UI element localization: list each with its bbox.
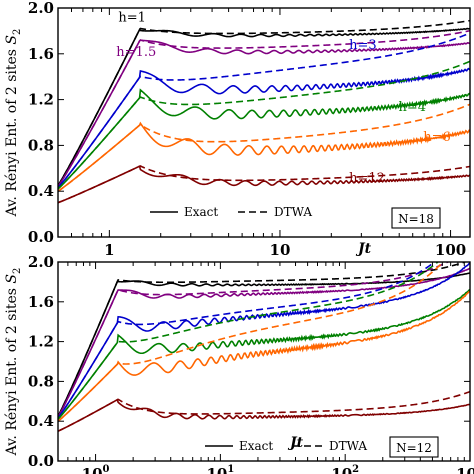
chart-panel-bottom: 0.00.40.81.21.62.0100101102103JtAv. Rény… — [4, 253, 474, 474]
x-tick-exponent: 0 — [103, 464, 110, 474]
y-tick-label: 1.2 — [28, 91, 54, 109]
series-line-dtwa-h4 — [58, 262, 440, 420]
legend-exact-label: Exact — [184, 205, 218, 219]
x-tick-exponent: 1 — [227, 464, 234, 474]
y-tick-label: 0.0 — [28, 452, 54, 470]
plot-frame — [57, 7, 471, 238]
series-line-dtwa-h3 — [58, 262, 436, 419]
x-tick-label: 10 — [270, 241, 291, 259]
x-axis-label: Jt — [287, 435, 304, 451]
x-tick-label: 103 — [456, 464, 474, 474]
series-line-exact-h15 — [58, 39, 470, 188]
series-line-dtwa-h6 — [58, 262, 445, 422]
x-tick-exponent: 2 — [352, 464, 359, 474]
y-tick-label: 0.8 — [28, 136, 54, 154]
system-size-frame — [389, 436, 439, 458]
system-size-label: N=18 — [398, 212, 434, 226]
y-tick-label: 0.8 — [28, 372, 54, 390]
series-line-dtwa-h15 — [58, 262, 450, 418]
series-line-dtwa-h4 — [58, 60, 470, 190]
x-tick-label: 1 — [104, 241, 114, 259]
plot-area — [58, 262, 470, 432]
y-tick-label: 0.4 — [28, 182, 54, 200]
plot-area — [58, 19, 470, 204]
y-tick-label: 2.0 — [28, 253, 54, 271]
legend-dtwa-label: DTWA — [329, 439, 367, 453]
y-axis-label-symbol: S — [4, 274, 20, 284]
series-line-exact-h6 — [58, 290, 470, 422]
x-tick-label: 100 — [82, 464, 110, 474]
system-size-box: N=18 — [391, 207, 441, 229]
series-line-exact-h12 — [58, 398, 470, 432]
x-axis-label: Jt — [355, 241, 372, 257]
y-axis-label-text: Av. Rényi Ent. of 2 sites — [4, 284, 20, 457]
series-line-exact-h3 — [58, 67, 470, 189]
series-line-dtwa-h3 — [58, 32, 470, 189]
y-tick-label: 1.6 — [28, 45, 54, 63]
series-label-h3: h=3 — [349, 38, 377, 53]
series-line-dtwa-h12 — [58, 165, 470, 204]
y-tick-label: 1.6 — [28, 293, 54, 311]
y-tick-label: 1.2 — [28, 333, 54, 351]
series-label-h1: h=1 — [118, 11, 146, 26]
series-line-dtwa-h12 — [58, 390, 470, 432]
series-line-exact-h4 — [58, 288, 470, 420]
series-line-dtwa-h1 — [58, 262, 468, 417]
y-axis-label: Av. Rényi Ent. of 2 sites S2 — [4, 29, 23, 218]
chart-panel-top: 0.0 0.4 0.8 1.2 1.6 2.0 1 10 100 Jt Av. Rényi Ent.… — [4, 0, 471, 259]
system-size-box: N=12 — [389, 436, 439, 458]
y-tick-label: 0.4 — [28, 412, 54, 430]
y-axis-label-text: Av. Rényi Ent. of 2 sites — [4, 45, 20, 218]
system-size-frame — [391, 207, 441, 229]
x-tick-label: 100 — [435, 241, 466, 259]
y-tick-label: 2.0 — [28, 0, 54, 17]
legend: Exact DTWA — [150, 205, 312, 219]
y-axis-label-subscript: 2 — [12, 29, 23, 35]
series-label-h6: h=6 — [423, 130, 451, 145]
x-tick-label: 102 — [331, 464, 359, 474]
series-line-exact-h12 — [58, 165, 470, 204]
series-line-dtwa-h15 — [58, 29, 470, 188]
series-label-h4: h=4 — [399, 100, 427, 115]
legend-exact-label: Exact — [239, 439, 273, 453]
series-label-h12: h=12 — [349, 171, 385, 186]
y-tick-label: 0.0 — [28, 228, 54, 246]
y-axis-label: Av. Rényi Ent. of 2 sites S2 — [4, 268, 23, 457]
series-label-h15: h=1.5 — [116, 45, 156, 60]
x-tick-label: 101 — [206, 464, 234, 474]
y-axis-label-subscript: 2 — [12, 268, 23, 274]
series-line-exact-h3 — [58, 262, 470, 419]
legend: Exact DTWA — [205, 439, 367, 453]
y-axis-label-symbol: S — [4, 35, 20, 45]
series-line-dtwa-h6 — [58, 103, 470, 192]
series-line-exact-h15 — [58, 267, 470, 418]
series-line-dtwa-h1 — [58, 19, 470, 186]
system-size-label: N=12 — [396, 441, 432, 455]
legend-dtwa-label: DTWA — [274, 205, 312, 219]
plot-frame — [57, 261, 471, 462]
